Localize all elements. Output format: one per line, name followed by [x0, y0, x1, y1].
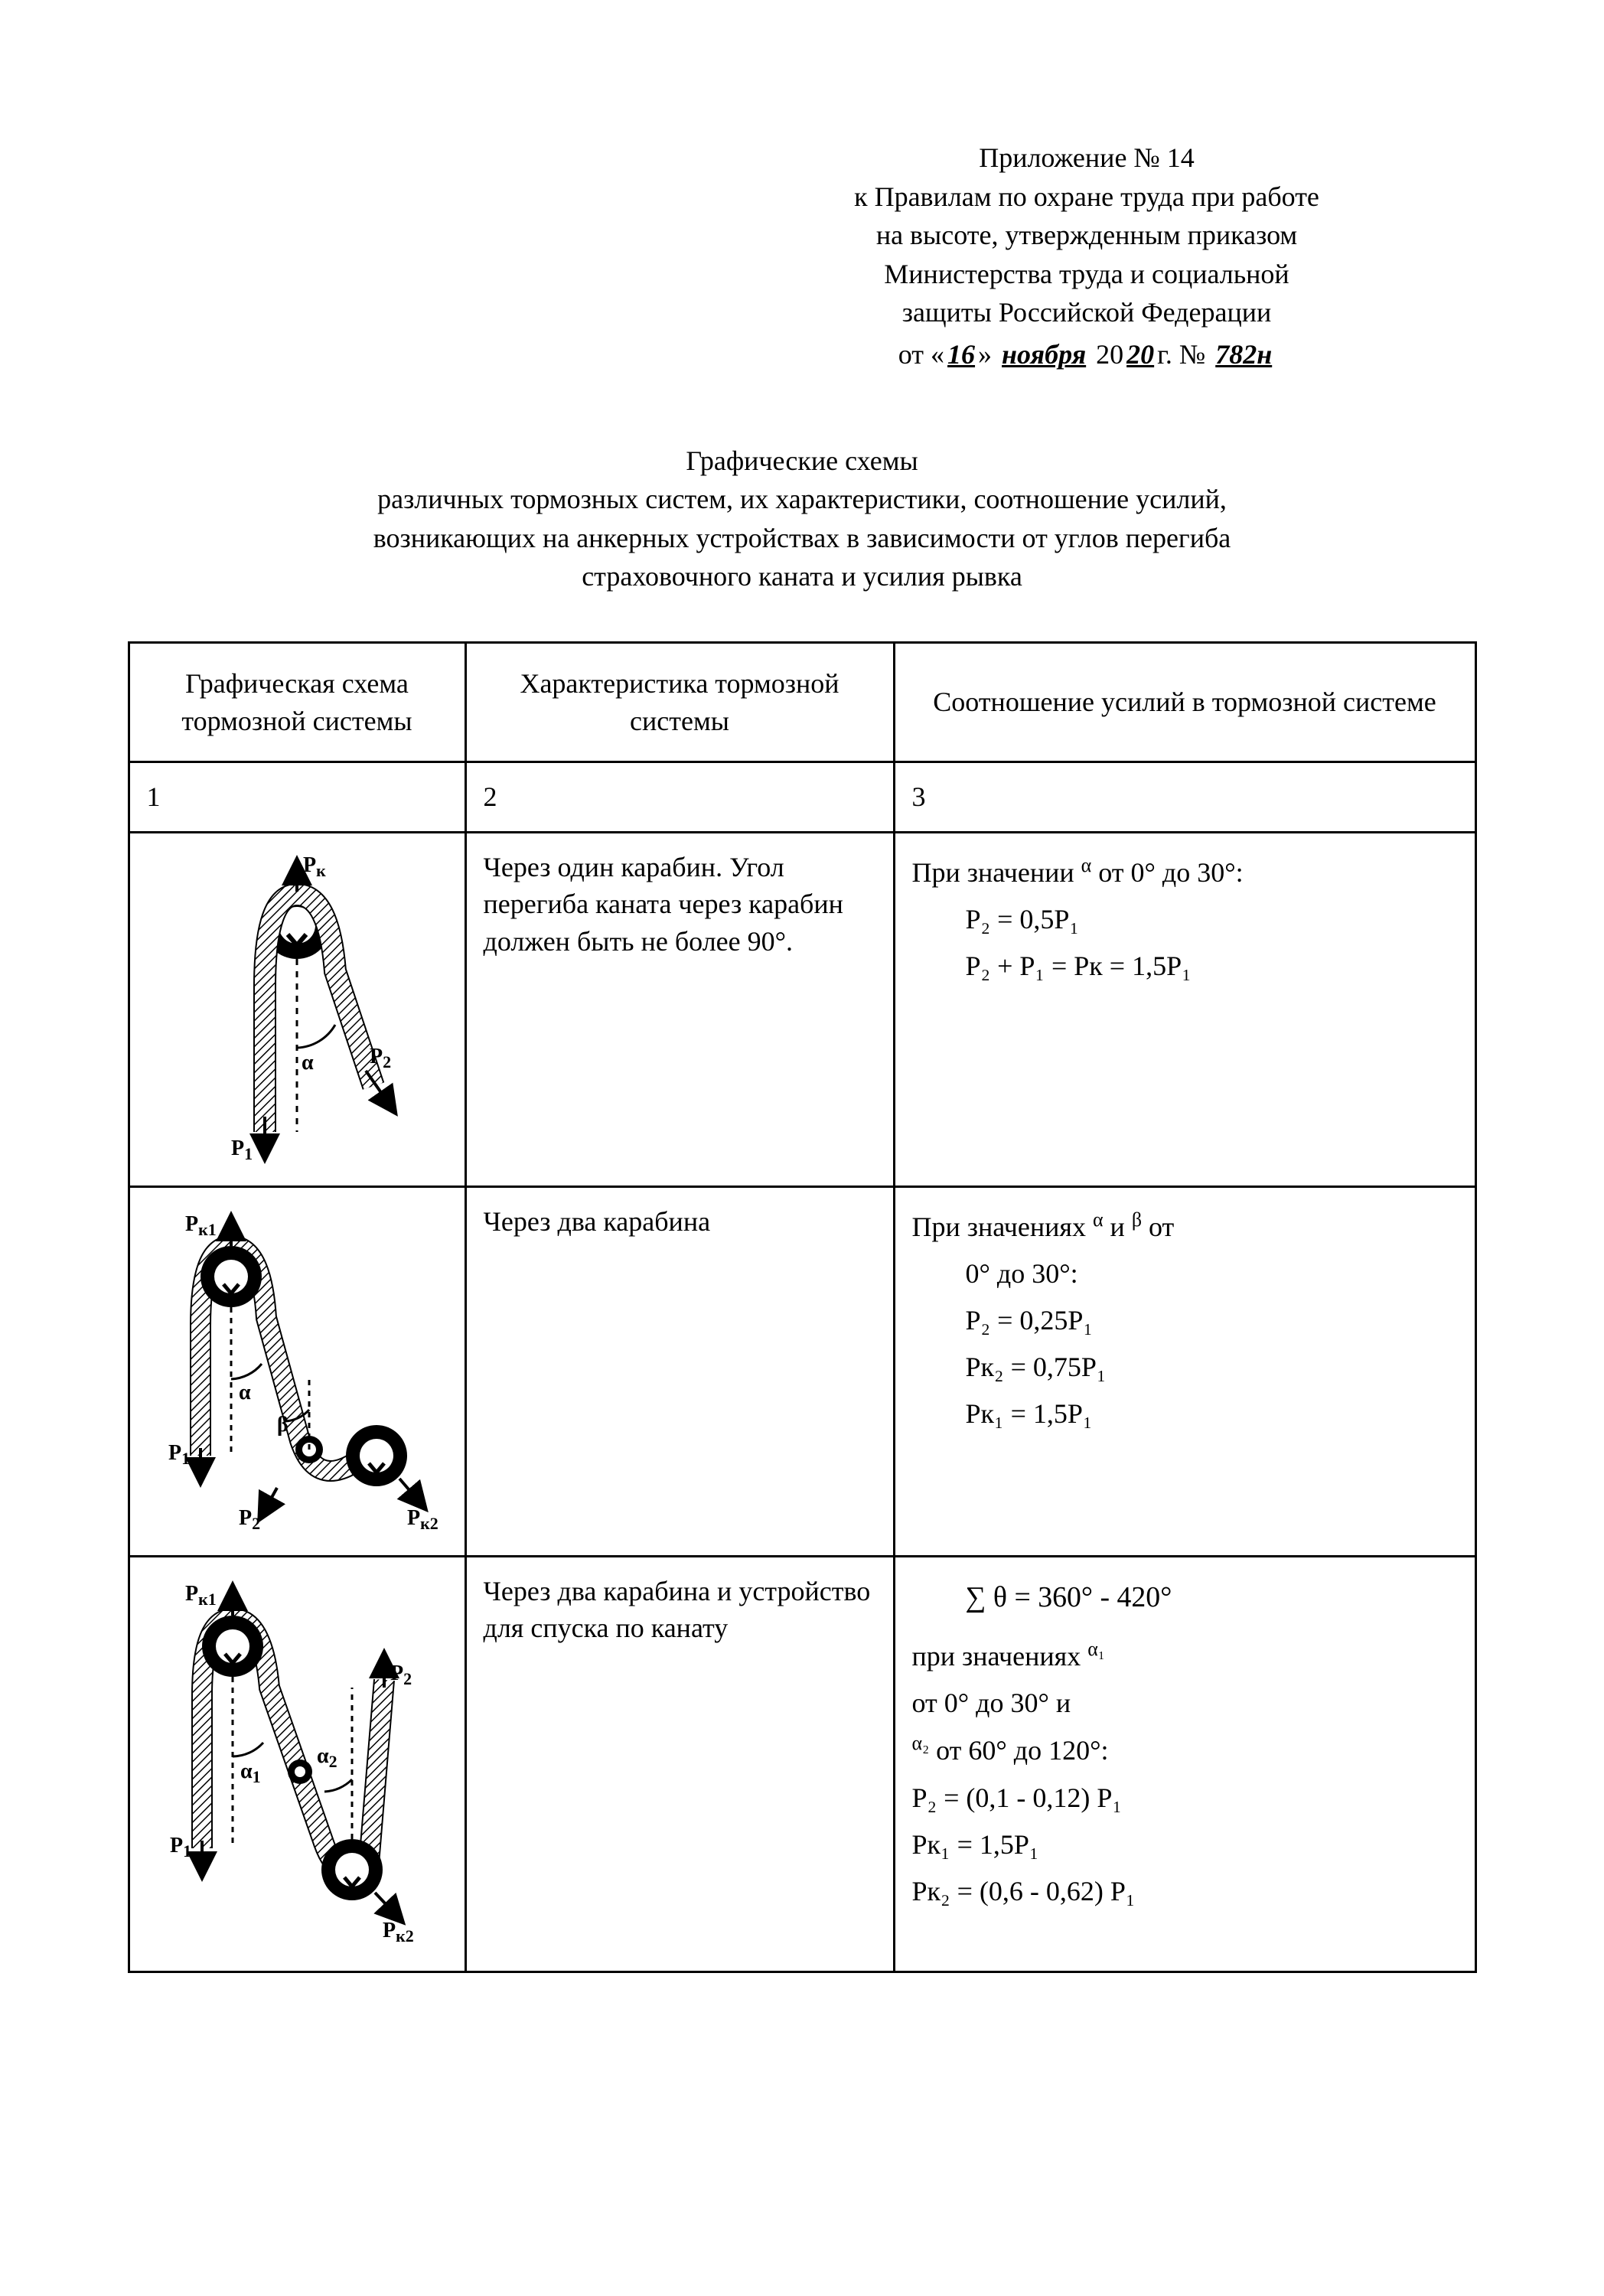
table-row: Pк1 P1 α1 α2 P2 Pк2 Через два карабина и…: [129, 1556, 1475, 1971]
svg-text:Pк1: Pк1: [185, 1212, 217, 1239]
ratio-2-line-2: 0° до 30°:: [912, 1251, 1458, 1297]
svg-text:P2: P2: [390, 1662, 412, 1688]
header-date-line: от «16» ноября 2020г. № 782н: [704, 336, 1469, 373]
date-day: 16: [944, 339, 978, 370]
svg-text:α1: α1: [240, 1760, 261, 1786]
svg-text:Pк2: Pк2: [407, 1506, 438, 1533]
header-line-3: на высоте, утвержденным приказом: [704, 217, 1469, 254]
label-pk: Pк: [303, 853, 326, 880]
date-year-pre: 20: [1089, 339, 1123, 370]
ratio-2-line-3: P₂ = 0,25P₁: [912, 1297, 1458, 1344]
diagram-2-carabiners: Pк1 P1 α β P2 Pк2: [147, 1203, 453, 1540]
char-cell-1: Через один карабин. Угол перегиба каната…: [465, 832, 894, 1186]
diagram-cell-2: Pк1 P1 α β P2 Pк2: [129, 1186, 465, 1556]
ratio-cell-2: При значениях α и β от 0° до 30°: P₂ = 0…: [894, 1186, 1475, 1556]
svg-text:α2: α2: [317, 1744, 337, 1771]
label-alpha: α: [302, 1051, 314, 1075]
table-row: Pк P1 P2 α Через один карабин. Угол пере…: [129, 832, 1475, 1186]
table-row: Pк1 P1 α β P2 Pк2 Через два карабина При…: [129, 1186, 1475, 1556]
ratio-3-line-4: α₂ от 60° до 120°:: [912, 1727, 1458, 1774]
title-line-4: страховочного каната и усилия рывка: [174, 558, 1430, 595]
title-line-3: возникающих на анкерных устройствах в за…: [174, 520, 1430, 557]
diagram-cell-3: Pк1 P1 α1 α2 P2 Pк2: [129, 1556, 465, 1971]
header-line-2: к Правилам по охране труда при работе: [704, 178, 1469, 216]
diagram-2-carabiners-descender: Pк1 P1 α1 α2 P2 Pк2: [147, 1573, 453, 1955]
ratio-3-line-6: Pк₁ = 1,5P₁: [912, 1821, 1458, 1868]
date-num: 782н: [1212, 339, 1275, 370]
ratio-3-line-1: ∑ θ = 360° - 420°: [912, 1573, 1458, 1622]
svg-text:P1: P1: [170, 1834, 191, 1861]
svg-text:α: α: [239, 1381, 251, 1404]
header-line-5: защиты Российской Федерации: [704, 294, 1469, 331]
ratio-1-line-1: При значении α от 0° до 30°:: [912, 849, 1458, 896]
ratio-3-line-5: P₂ = (0,1 - 0,12) P₁: [912, 1775, 1458, 1821]
ratio-3-line-2: при значениях α₁: [912, 1632, 1458, 1680]
diagram-cell-1: Pк P1 P2 α: [129, 832, 465, 1186]
col-header-2: Характеристика тормозной системы: [465, 642, 894, 762]
title-line-1: Графические схемы: [174, 442, 1430, 480]
col-header-3: Соотношение усилий в тормозной системе: [894, 642, 1475, 762]
table-colnum-row: 1 2 3: [129, 762, 1475, 833]
svg-text:Pк2: Pк2: [383, 1919, 414, 1945]
label-p2: P2: [370, 1045, 391, 1071]
diagram-1-carabiner: Pк P1 P2 α: [174, 849, 419, 1170]
date-mid: »: [978, 339, 999, 370]
label-p1: P1: [231, 1137, 253, 1163]
title-block: Графические схемы различных тормозных си…: [174, 442, 1430, 595]
svg-text:P1: P1: [168, 1441, 190, 1468]
ratio-1-line-2: P₂ = 0,5P₁: [912, 896, 1458, 943]
ratio-2-line-5: Pк₁ = 1,5P₁: [912, 1391, 1458, 1437]
date-month: ноября: [999, 339, 1089, 370]
header-block: Приложение № 14 к Правилам по охране тру…: [704, 139, 1469, 373]
col-header-1: Графическая схема тормозной системы: [129, 642, 465, 762]
title-line-2: различных тормозных систем, их характери…: [174, 481, 1430, 518]
svg-text:Pк1: Pк1: [185, 1582, 217, 1609]
svg-text:β: β: [277, 1413, 289, 1437]
table-header-row: Графическая схема тормозной системы Хара…: [129, 642, 1475, 762]
colnum-2: 2: [465, 762, 894, 833]
date-year-post: г. №: [1157, 339, 1212, 370]
date-year-hw: 20: [1123, 339, 1157, 370]
header-line-4: Министерства труда и социальной: [704, 256, 1469, 293]
colnum-3: 3: [894, 762, 1475, 833]
ratio-1-line-3: P₂ + P₁ = Pк = 1,5P₁: [912, 943, 1458, 990]
main-table: Графическая схема тормозной системы Хара…: [128, 641, 1477, 1973]
colnum-1: 1: [129, 762, 465, 833]
ratio-3-line-3: от 0° до 30° и: [912, 1680, 1458, 1727]
ratio-2-line-4: Pк₂ = 0,75P₁: [912, 1344, 1458, 1391]
char-cell-2: Через два карабина: [465, 1186, 894, 1556]
ratio-3-line-7: Pк₂ = (0,6 - 0,62) P₁: [912, 1868, 1458, 1915]
char-cell-3: Через два карабина и устройство для спус…: [465, 1556, 894, 1971]
header-line-1: Приложение № 14: [704, 139, 1469, 177]
svg-text:P2: P2: [239, 1506, 260, 1533]
date-prefix: от «: [898, 339, 944, 370]
ratio-cell-1: При значении α от 0° до 30°: P₂ = 0,5P₁ …: [894, 832, 1475, 1186]
ratio-cell-3: ∑ θ = 360° - 420° при значениях α₁ от 0°…: [894, 1556, 1475, 1971]
ratio-2-line-1: При значениях α и β от: [912, 1203, 1458, 1251]
